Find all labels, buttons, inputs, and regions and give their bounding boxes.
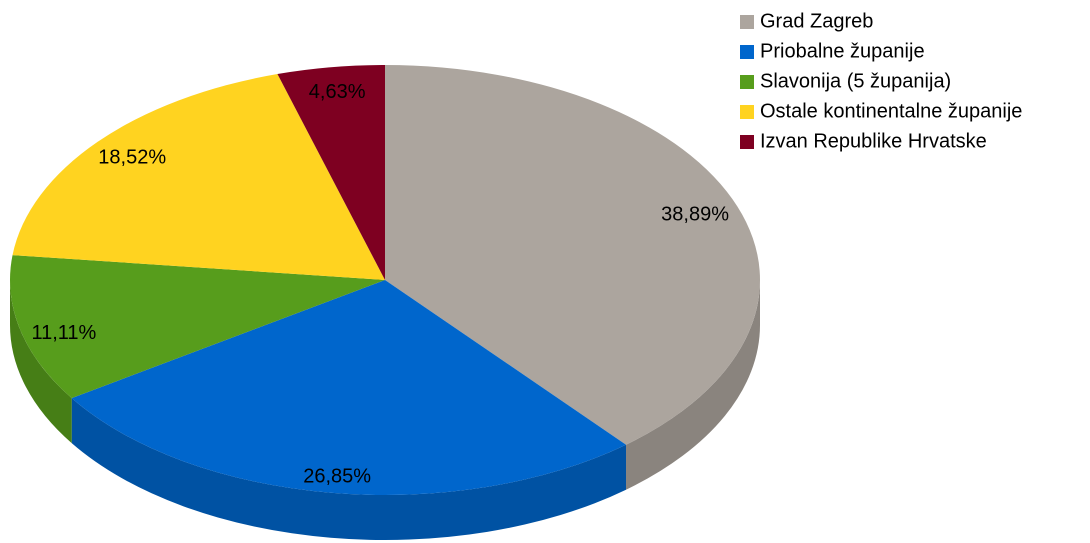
slice <box>12 74 386 280</box>
data-label: 26,85% <box>303 465 371 487</box>
legend-swatch <box>740 105 754 119</box>
slice <box>385 65 760 445</box>
slice <box>71 280 627 495</box>
legend-swatch <box>740 15 754 29</box>
data-label: 11,11% <box>31 322 96 344</box>
data-label: 4,63% <box>309 81 366 103</box>
slice <box>277 65 385 280</box>
legend-label: Slavonija (5 županija) <box>760 70 951 92</box>
data-label: 18,52% <box>98 147 166 169</box>
legend-swatch <box>740 135 754 149</box>
slice-side <box>10 280 72 444</box>
slice-side <box>626 280 760 490</box>
legend-label: Priobalne županije <box>760 40 925 62</box>
data-label: 38,89% <box>661 204 729 226</box>
legend-label: Izvan Republike Hrvatske <box>760 130 987 152</box>
legend-swatch <box>740 75 754 89</box>
slice <box>9 255 386 399</box>
legend-label: Ostale kontinentalne županije <box>760 100 1022 122</box>
legend-swatch <box>740 45 754 59</box>
legend-label: Grad Zagreb <box>760 10 873 32</box>
slice-side <box>71 398 627 540</box>
